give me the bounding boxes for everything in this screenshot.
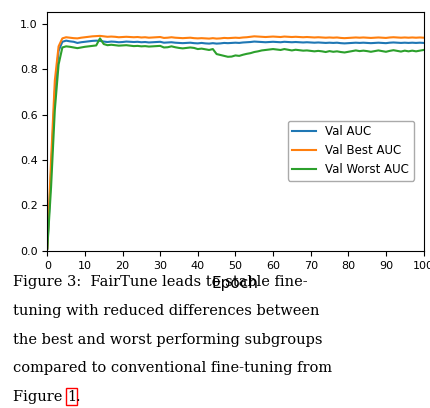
Val AUC [274, 40, 280, 44]
Val Best AUC [331, 35, 336, 40]
Val Worst AUC [45, 246, 50, 251]
Text: Figure: Figure [13, 390, 67, 404]
Text: 1: 1 [67, 390, 76, 404]
Val Worst AUC [421, 47, 426, 52]
Val Worst AUC [312, 49, 317, 54]
Val Best AUC [97, 33, 102, 38]
Val Worst AUC [143, 44, 148, 49]
Val AUC [312, 40, 317, 45]
Val Best AUC [312, 35, 317, 40]
Val Best AUC [71, 36, 76, 41]
Val Worst AUC [97, 36, 102, 41]
Val AUC [75, 40, 80, 45]
Text: compared to conventional fine-tuning from: compared to conventional fine-tuning fro… [13, 361, 332, 375]
Val Worst AUC [274, 47, 280, 52]
Line: Val Best AUC: Val Best AUC [47, 36, 424, 248]
Text: tuning with reduced differences between: tuning with reduced differences between [13, 304, 319, 318]
Val Worst AUC [331, 49, 336, 54]
Line: Val Worst AUC: Val Worst AUC [47, 38, 424, 248]
Val Best AUC [274, 34, 280, 39]
Val AUC [45, 246, 50, 251]
Val Worst AUC [221, 53, 227, 58]
Text: the best and worst performing subgroups: the best and worst performing subgroups [13, 333, 322, 346]
Text: Figure 3:  FairTune leads to stable fine-: Figure 3: FairTune leads to stable fine- [13, 275, 307, 289]
Legend: Val AUC, Val Best AUC, Val Worst AUC: Val AUC, Val Best AUC, Val Worst AUC [288, 120, 414, 181]
Val AUC [331, 40, 336, 45]
Val AUC [421, 40, 426, 45]
Val Best AUC [143, 35, 148, 40]
Val Best AUC [45, 246, 50, 251]
Val AUC [221, 40, 227, 45]
X-axis label: Epoch: Epoch [212, 276, 259, 291]
Val AUC [64, 38, 69, 43]
Val Worst AUC [71, 45, 76, 50]
Line: Val AUC: Val AUC [47, 41, 424, 248]
Val AUC [143, 40, 148, 44]
Text: .: . [76, 390, 81, 404]
Val Best AUC [221, 35, 227, 40]
Val Best AUC [421, 35, 426, 40]
